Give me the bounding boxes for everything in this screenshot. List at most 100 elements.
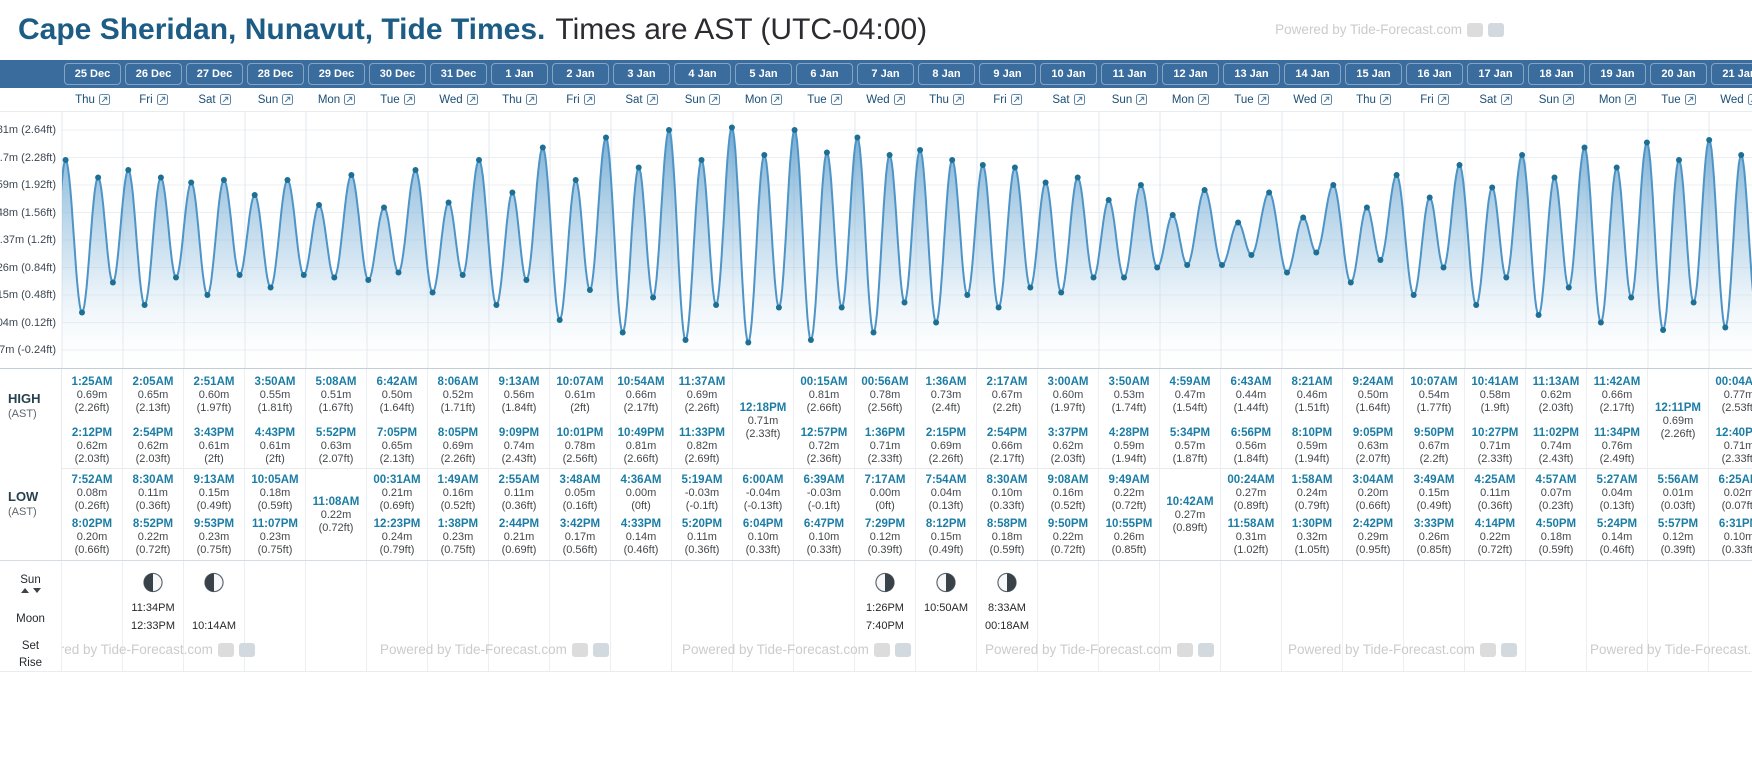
expand-icon[interactable] — [98, 94, 110, 105]
date-cell[interactable]: 26 Dec — [123, 60, 184, 88]
date-cell[interactable]: 21 Jan — [1709, 60, 1752, 88]
low-tide-time: 6:31PM — [1718, 518, 1752, 530]
date-cell[interactable]: 4 Jan — [672, 60, 733, 88]
date-cell[interactable]: 17 Jan — [1465, 60, 1526, 88]
expand-icon[interactable] — [1563, 94, 1575, 105]
expand-icon[interactable] — [1625, 94, 1637, 105]
date-cell[interactable]: 27 Dec — [184, 60, 245, 88]
date-label: 13 Jan — [1223, 63, 1280, 85]
date-cell[interactable]: 2 Jan — [550, 60, 611, 88]
tide-day-column: 6:43AM 0.44m (1.44ft) 6:56PM 0.56m (1.84ft) 00… — [1221, 369, 1282, 560]
low-tide-entry: 10:05AM 0.18m (0.59ft) — [245, 474, 305, 513]
expand-icon[interactable] — [952, 94, 964, 105]
high-tide-time: 11:42AM — [1593, 376, 1641, 388]
tide-height-m: 0.00m — [625, 487, 657, 500]
watermark-icon — [217, 642, 234, 657]
date-cell[interactable]: 6 Jan — [794, 60, 855, 88]
expand-icon[interactable] — [219, 94, 231, 105]
date-cell[interactable]: 9 Jan — [977, 60, 1038, 88]
expand-icon[interactable] — [830, 94, 842, 105]
expand-icon[interactable] — [646, 94, 658, 105]
expand-icon[interactable] — [466, 94, 478, 105]
date-cell[interactable]: 11 Jan — [1099, 60, 1160, 88]
date-cell[interactable]: 31 Dec — [428, 60, 489, 88]
high-tide-time: 3:50AM — [1108, 376, 1150, 388]
date-cell[interactable]: 18 Jan — [1526, 60, 1587, 88]
high-tide-time: 11:33PM — [678, 427, 726, 440]
tide-height-m: 0.69m — [442, 440, 474, 453]
high-tide-entry: 4:43PM 0.61m (2ft) — [245, 427, 305, 466]
weekday-label: Mon — [317, 93, 341, 106]
tide-height-ft: (0.36ft) — [501, 500, 537, 513]
expand-icon[interactable] — [1320, 94, 1332, 105]
expand-icon[interactable] — [1500, 94, 1512, 105]
date-cell[interactable]: 3 Jan — [611, 60, 672, 88]
date-cell[interactable]: 5 Jan — [733, 60, 794, 88]
tide-height-ft: (0.72ft) — [1050, 544, 1086, 556]
date-cell[interactable]: 1 Jan — [489, 60, 550, 88]
tide-height-ft: (0.59ft) — [1538, 544, 1574, 556]
low-tide-time: 00:31AM — [373, 474, 421, 487]
date-cell[interactable]: 7 Jan — [855, 60, 916, 88]
low-tides-cell: 6:00AM -0.04m (-0.13ft) 6:04PM 0.10m (0.33ft) — [733, 468, 793, 560]
date-cell[interactable]: 29 Dec — [306, 60, 367, 88]
expand-icon[interactable] — [1010, 94, 1022, 105]
expand-icon[interactable] — [156, 94, 168, 105]
low-tide-time: 9:13AM — [193, 474, 235, 487]
high-tides-cell: 11:37AM 0.69m (2.26ft) 11:33PM 0.82m (2.69ft) — [672, 369, 732, 468]
low-tide-time: 8:52PM — [132, 518, 174, 530]
expand-icon[interactable] — [525, 94, 537, 105]
tide-height-m: 0.24m — [381, 531, 413, 543]
expand-icon[interactable] — [583, 94, 595, 105]
tide-height-m: 0.67m — [1418, 440, 1450, 453]
low-tide-time: 8:12PM — [925, 518, 967, 530]
expand-icon[interactable] — [1437, 94, 1449, 105]
date-cell[interactable]: 25 Dec — [62, 60, 123, 88]
tide-height-m: 0.02m — [1723, 487, 1752, 500]
date-cell[interactable]: 28 Dec — [245, 60, 306, 88]
sun-cell — [1343, 561, 1403, 591]
tide-height-m: 0.74m — [503, 440, 535, 453]
low-tide-entry: 4:36AM 0.00m (0ft) — [611, 474, 671, 513]
expand-icon[interactable] — [709, 94, 721, 105]
date-cell[interactable]: 15 Jan — [1343, 60, 1404, 88]
expand-icon[interactable] — [1136, 94, 1148, 105]
high-tide-entry: 2:54PM 0.62m (2.03ft) — [123, 427, 183, 466]
date-cell[interactable]: 30 Dec — [367, 60, 428, 88]
tide-height-m: 0.26m — [1113, 531, 1145, 543]
tide-height-m: 0.77m — [1723, 389, 1752, 401]
date-cell[interactable]: 8 Jan — [916, 60, 977, 88]
weekday-cell: Sun — [672, 88, 733, 111]
tide-day-column: 9:24AM 0.50m (1.64ft) 9:05PM 0.63m (2.07ft) 3:… — [1343, 369, 1404, 560]
expand-icon[interactable] — [403, 94, 415, 105]
date-cell[interactable]: 20 Jan — [1648, 60, 1709, 88]
expand-icon[interactable] — [1198, 94, 1210, 105]
expand-icon[interactable] — [1379, 94, 1391, 105]
tide-day-column: 2:51AM 0.60m (1.97ft) 3:43PM 0.61m (2ft) 9:13A… — [184, 369, 245, 560]
date-cell[interactable]: 12 Jan — [1160, 60, 1221, 88]
low-tide-entry: 8:12PM 0.15m (0.49ft) — [916, 518, 976, 557]
date-cell[interactable]: 10 Jan — [1038, 60, 1099, 88]
tide-height-m: 0.22m — [1052, 531, 1084, 543]
low-tide-time: 5:57PM — [1657, 518, 1699, 530]
watermark-bottom: Powered by Tide-Forecast.com — [985, 642, 1214, 657]
expand-icon[interactable] — [282, 94, 294, 105]
sort-arrows-icon[interactable] — [20, 588, 41, 593]
date-cell[interactable]: 13 Jan — [1221, 60, 1282, 88]
expand-icon[interactable] — [1257, 94, 1269, 105]
tide-height-ft: (2.66ft) — [806, 402, 842, 414]
sun-cell — [733, 561, 793, 591]
expand-icon[interactable] — [893, 94, 905, 105]
sun-moon-day-column — [1282, 561, 1343, 671]
tide-height-ft: (0.03ft) — [1660, 500, 1696, 513]
expand-icon[interactable] — [1747, 94, 1752, 105]
weekday-cell: Sat — [611, 88, 672, 111]
expand-icon[interactable] — [344, 94, 356, 105]
date-cell[interactable]: 19 Jan — [1587, 60, 1648, 88]
expand-icon[interactable] — [1073, 94, 1085, 105]
tide-day-column: 10:07AM 0.61m (2ft) 10:01PM 0.78m (2.56ft) 3:4… — [550, 369, 611, 560]
expand-icon[interactable] — [771, 94, 783, 105]
date-cell[interactable]: 14 Jan — [1282, 60, 1343, 88]
date-cell[interactable]: 16 Jan — [1404, 60, 1465, 88]
expand-icon[interactable] — [1684, 94, 1696, 105]
